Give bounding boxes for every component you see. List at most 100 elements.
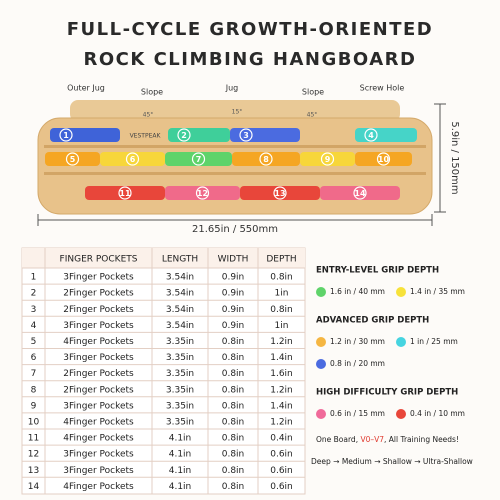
pocket-badge [320, 152, 335, 166]
table-cell: 3.54in [166, 321, 194, 331]
pocket-number: 6 [130, 155, 136, 164]
pocket-badge [273, 186, 287, 200]
pocket-badge [125, 152, 140, 166]
pocket-number: 5 [70, 155, 76, 164]
table-cell: 3.54in [166, 289, 194, 299]
table-cell: 12 [28, 450, 39, 460]
pocket-number: 14 [354, 189, 366, 198]
board-label: Jug [225, 84, 239, 93]
pocket-badge [353, 186, 367, 200]
pocket-badge [364, 128, 378, 142]
table-cell: 0.8in [270, 305, 293, 315]
pocket [355, 152, 412, 166]
table-cell: 2Finger Pockets [63, 385, 134, 395]
table-cell: 2Finger Pockets [63, 369, 134, 379]
legend-swatch [396, 287, 406, 297]
table-cell: 3Finger Pockets [63, 353, 134, 363]
table-cell: 1.6in [270, 369, 293, 379]
table-cell: 14 [28, 482, 40, 492]
pocket-number: 9 [325, 155, 331, 164]
pocket-badge [118, 186, 132, 200]
table-cell: 10 [28, 417, 40, 427]
angle-label: 15° [232, 109, 243, 116]
legend-swatch [316, 359, 326, 369]
pocket [100, 152, 165, 166]
pocket-number: 10 [378, 155, 390, 164]
table-cell: 0.9in [222, 289, 245, 299]
table-cell: 4.1in [169, 450, 192, 460]
table-header: LENGTH [162, 255, 198, 265]
table-cell: 0.8in [222, 482, 245, 492]
table-cell: 4.1in [169, 466, 192, 476]
pocket-number: 4 [368, 131, 374, 140]
pocket [355, 128, 417, 142]
table-cell: 11 [28, 434, 39, 444]
ledge [44, 172, 426, 175]
legend-label: 1.2 in / 30 mm [330, 337, 385, 346]
pocket [165, 186, 240, 200]
table-cell: 4Finger Pockets [63, 482, 134, 492]
table-cell: 4.1in [169, 482, 192, 492]
table-cell: 3Finger Pockets [63, 466, 134, 476]
legend-heading: HIGH DIFFICULTY GRIP DEPTH [316, 388, 458, 398]
table-cell: 1 [31, 273, 37, 283]
table-cell: 0.6in [270, 450, 293, 460]
table-cell: 0.4in [270, 434, 293, 444]
table-cell: 3.35in [166, 385, 194, 395]
pocket [300, 152, 355, 166]
table-header: DEPTH [266, 255, 296, 265]
board-label: Screw Hole [360, 84, 405, 93]
pocket-badge [376, 152, 391, 166]
table-cell: 1.4in [270, 401, 293, 411]
table-cell: 0.8in [222, 385, 245, 395]
pocket [85, 186, 165, 200]
table-cell: 4Finger Pockets [63, 434, 134, 444]
table-cell: 3.54in [166, 305, 194, 315]
progression: Deep → Medium → Shallow → Ultra-Shallow [311, 457, 473, 466]
legend-label: 0.4 in / 10 mm [410, 409, 465, 418]
table-cell: 0.8in [222, 369, 245, 379]
pocket-number: 1 [63, 131, 69, 140]
table-cell: 13 [28, 466, 39, 476]
table-cell: 9 [31, 401, 37, 411]
pocket [165, 152, 232, 166]
table-cell: 5 [31, 337, 37, 347]
table-cell: 4 [31, 321, 37, 331]
pocket [240, 186, 320, 200]
table-cell: 1.2in [270, 417, 293, 427]
pocket-number: 13 [274, 189, 285, 198]
pocket-number: 12 [197, 189, 208, 198]
table-cell: 3.35in [166, 353, 194, 363]
table-cell: 3Finger Pockets [63, 273, 134, 283]
table-cell: 0.9in [222, 273, 245, 283]
board-top [70, 100, 400, 122]
legend-label: 1 in / 25 mm [410, 337, 458, 346]
pocket-number: 11 [119, 189, 131, 198]
legend-swatch [396, 409, 406, 419]
pocket [45, 152, 100, 166]
pocket-badge [191, 152, 206, 166]
table-cell: 0.9in [222, 305, 245, 315]
height-label: 5.9in / 150mm [449, 121, 460, 194]
table-cell: 7 [31, 369, 37, 379]
legend-swatch [396, 337, 406, 347]
table-cell: 0.8in [222, 353, 245, 363]
tagline: One Board, V0–V7, All Training Needs! [316, 435, 459, 444]
table-cell: 1in [275, 321, 289, 331]
table-cell: 0.8in [222, 417, 245, 427]
table-cell: 3Finger Pockets [63, 321, 134, 331]
table-header: WIDTH [218, 255, 249, 265]
table-cell: 1.2in [270, 385, 293, 395]
pocket-number: 7 [196, 155, 202, 164]
table-cell: 0.8in [270, 273, 293, 283]
pocket-badge [59, 128, 73, 142]
brand: VESTPEAK [130, 133, 162, 140]
pocket [320, 186, 400, 200]
table-cell: 3.35in [166, 337, 194, 347]
tagline-part: V0–V7 [360, 435, 384, 444]
legend-swatch [316, 287, 326, 297]
angle-label: 45° [307, 112, 318, 119]
board-label: Outer Jug [67, 84, 105, 93]
title-line: FULL-CYCLE GROWTH-ORIENTED [67, 19, 434, 40]
